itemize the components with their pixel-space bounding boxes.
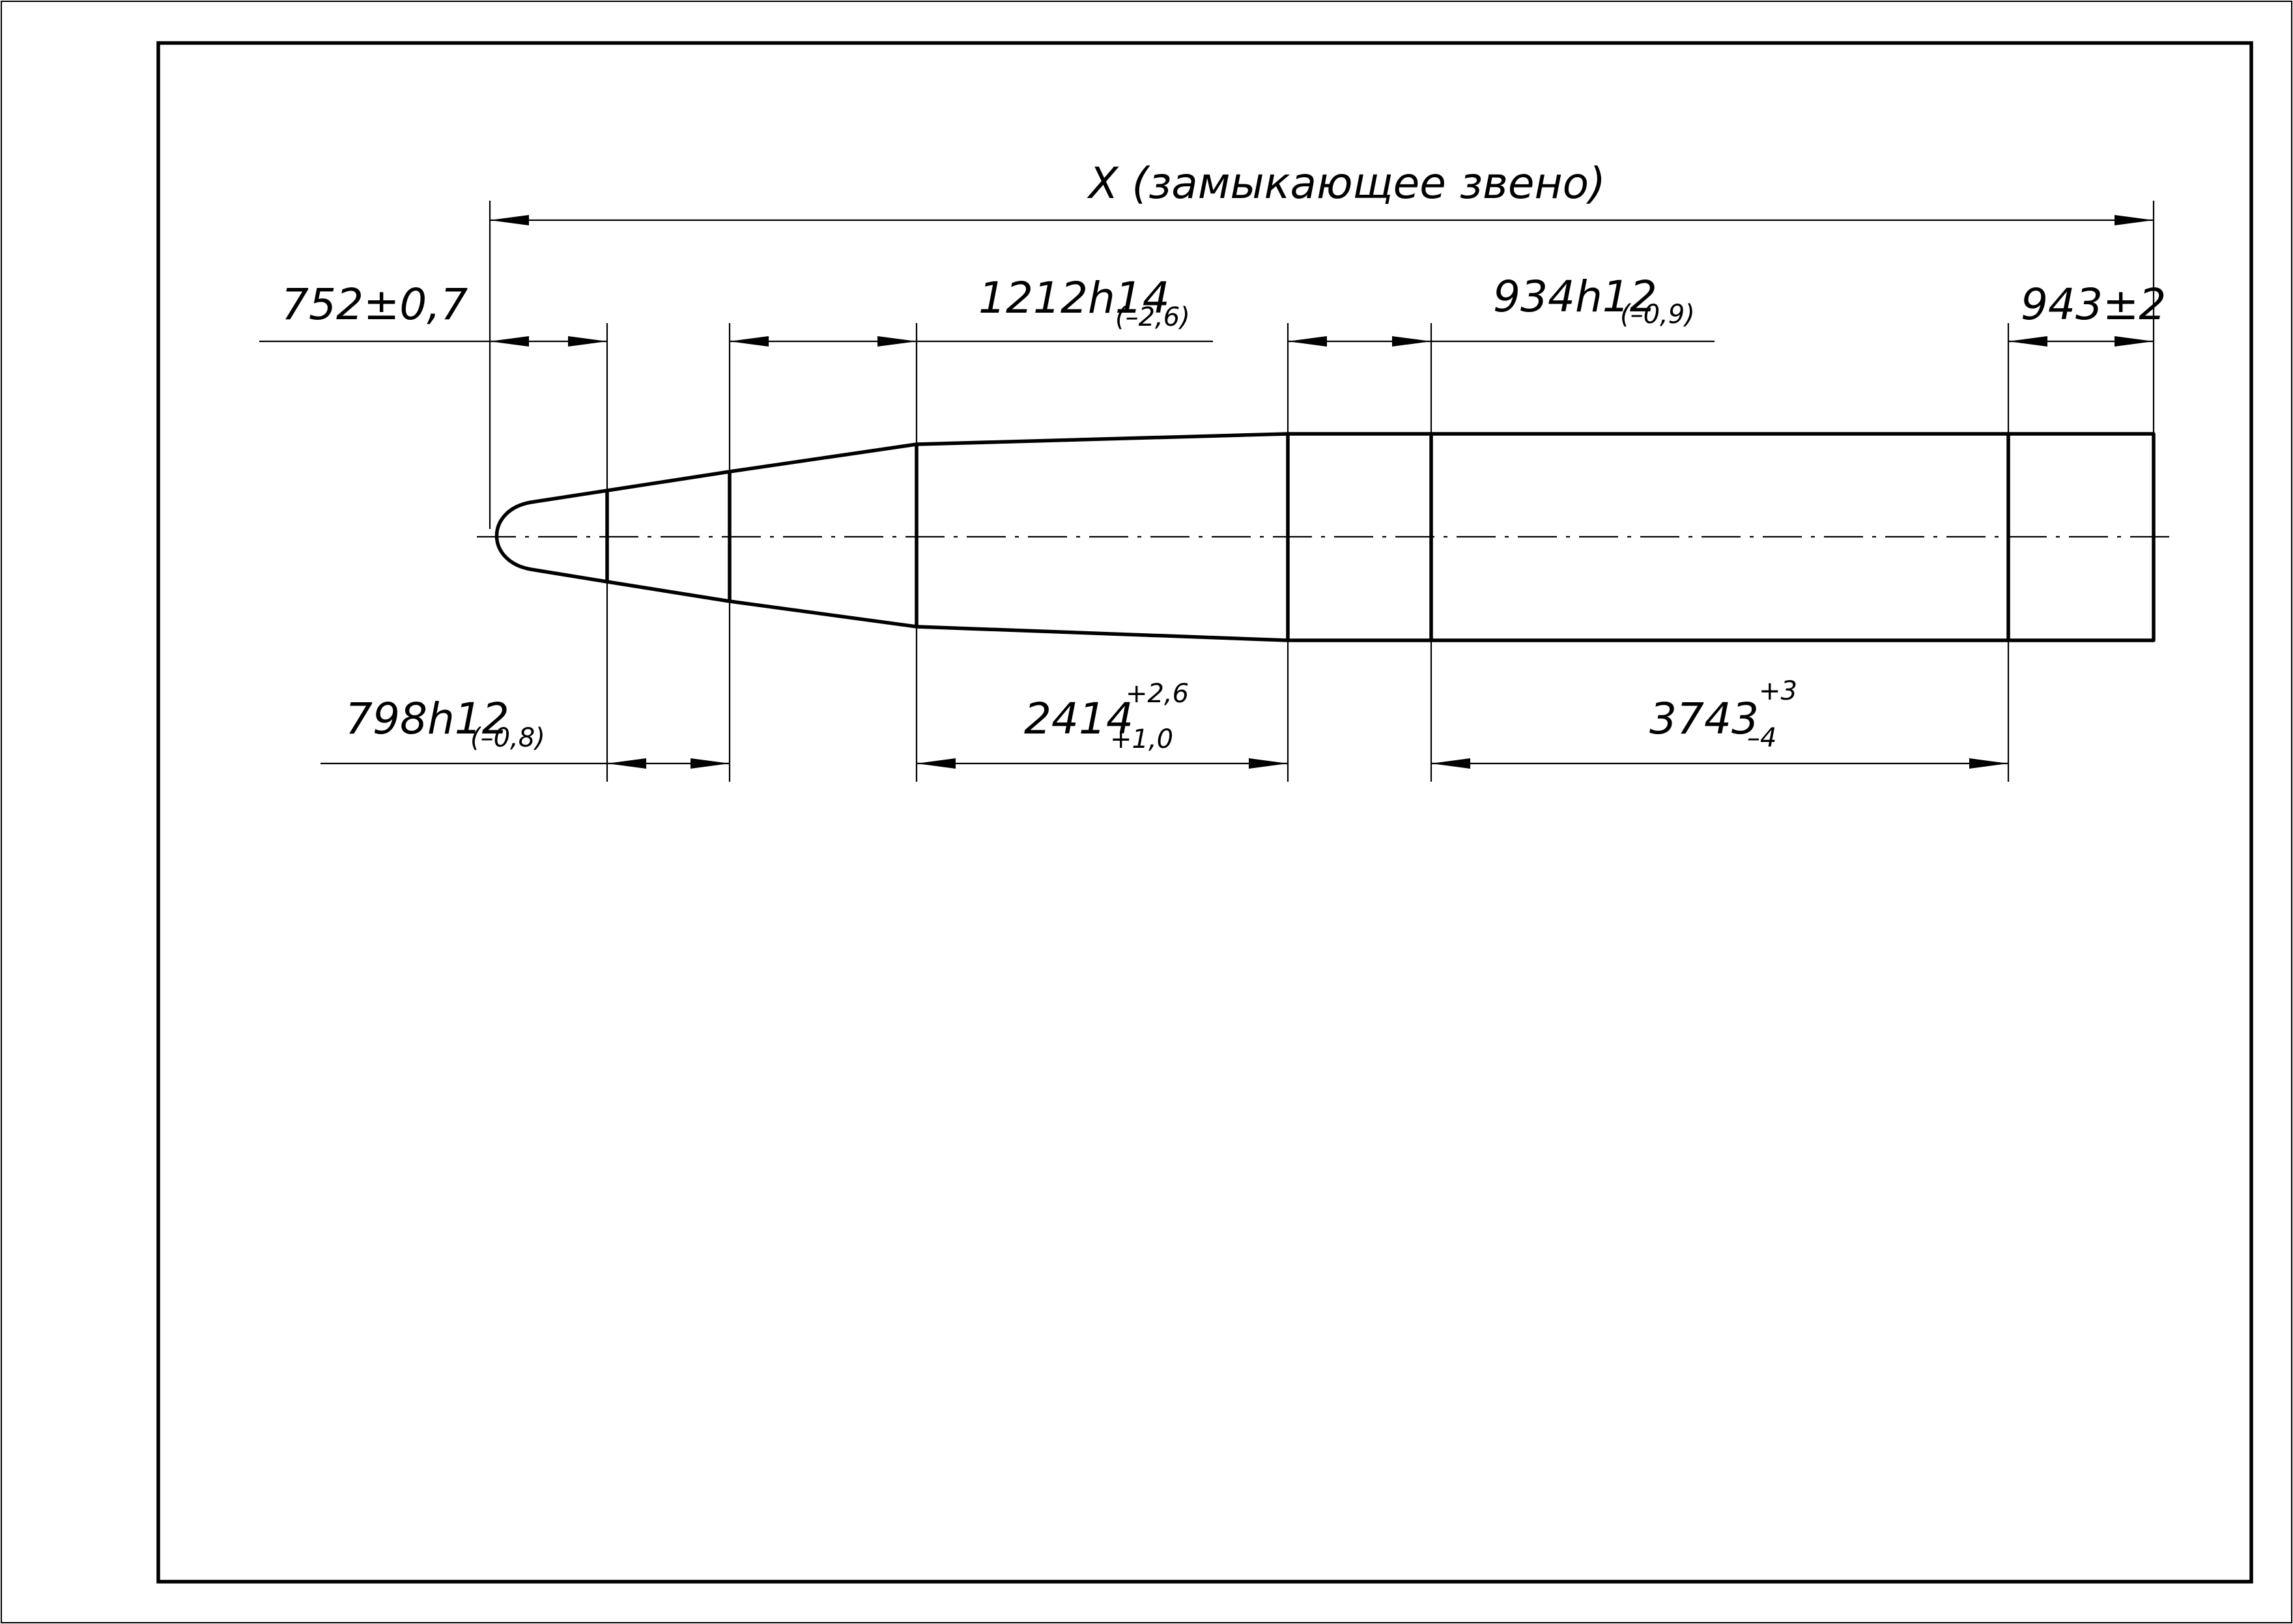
dimension-label: X (замыкающее звено) <box>1087 158 1605 208</box>
dimension-3743: 3743 +3 –4 <box>1431 676 2008 769</box>
tolerance-label: (–0,9) <box>1620 300 1695 330</box>
arrowhead <box>1249 758 1288 769</box>
arrowhead <box>1288 336 1327 347</box>
dimension-closing-link: X (замыкающее звено) <box>490 158 2154 225</box>
arrowhead <box>730 336 769 347</box>
dimension-943: 943±2 <box>2008 279 2166 347</box>
dimension-label: 943±2 <box>2021 279 2166 330</box>
arrowhead <box>2008 336 2047 347</box>
drawing-frame <box>156 41 2253 1584</box>
tolerance-label: (–2,6) <box>1115 302 1190 332</box>
arrowhead <box>877 336 917 347</box>
arrowhead <box>568 336 607 347</box>
tolerance-upper: +2,6 <box>1126 679 1189 709</box>
dimension-label: 934h12 <box>1493 272 1657 322</box>
dimension-label: 3743 <box>1649 694 1759 744</box>
arrowhead <box>490 215 529 225</box>
tolerance-upper: +3 <box>1759 676 1797 706</box>
dimension-752: 752±0,7 <box>259 279 607 347</box>
arrowhead <box>917 758 956 769</box>
arrowhead <box>2115 215 2154 225</box>
dimension-label: 752±0,7 <box>281 279 468 330</box>
arrowhead <box>1392 336 1431 347</box>
tolerance-lower: –4 <box>1747 723 1776 753</box>
arrowhead <box>691 758 730 769</box>
shaft-outline <box>494 432 2156 642</box>
arrowhead <box>1431 758 1470 769</box>
arrowhead <box>2115 336 2154 347</box>
arrowhead <box>1969 758 2008 769</box>
dimension-label: 2414 <box>1024 694 1133 744</box>
arrowhead <box>490 336 529 347</box>
tolerance-label: (–0,8) <box>470 723 545 753</box>
dimension-798: 798h12 (–0,8) <box>320 694 730 769</box>
dimension-1212: 1212h14 (–2,6) <box>730 273 1213 347</box>
tolerance-lower: +1,0 <box>1110 724 1173 754</box>
extension-lines <box>489 201 2155 782</box>
arrowhead <box>607 758 646 769</box>
dimension-934: 934h12 (–0,9) <box>1288 272 1715 347</box>
dimension-label: 1212h14 <box>978 273 1170 323</box>
dimension-2414: 2414 +2,6 +1,0 <box>917 679 1288 769</box>
dimension-label: 798h12 <box>345 694 509 744</box>
